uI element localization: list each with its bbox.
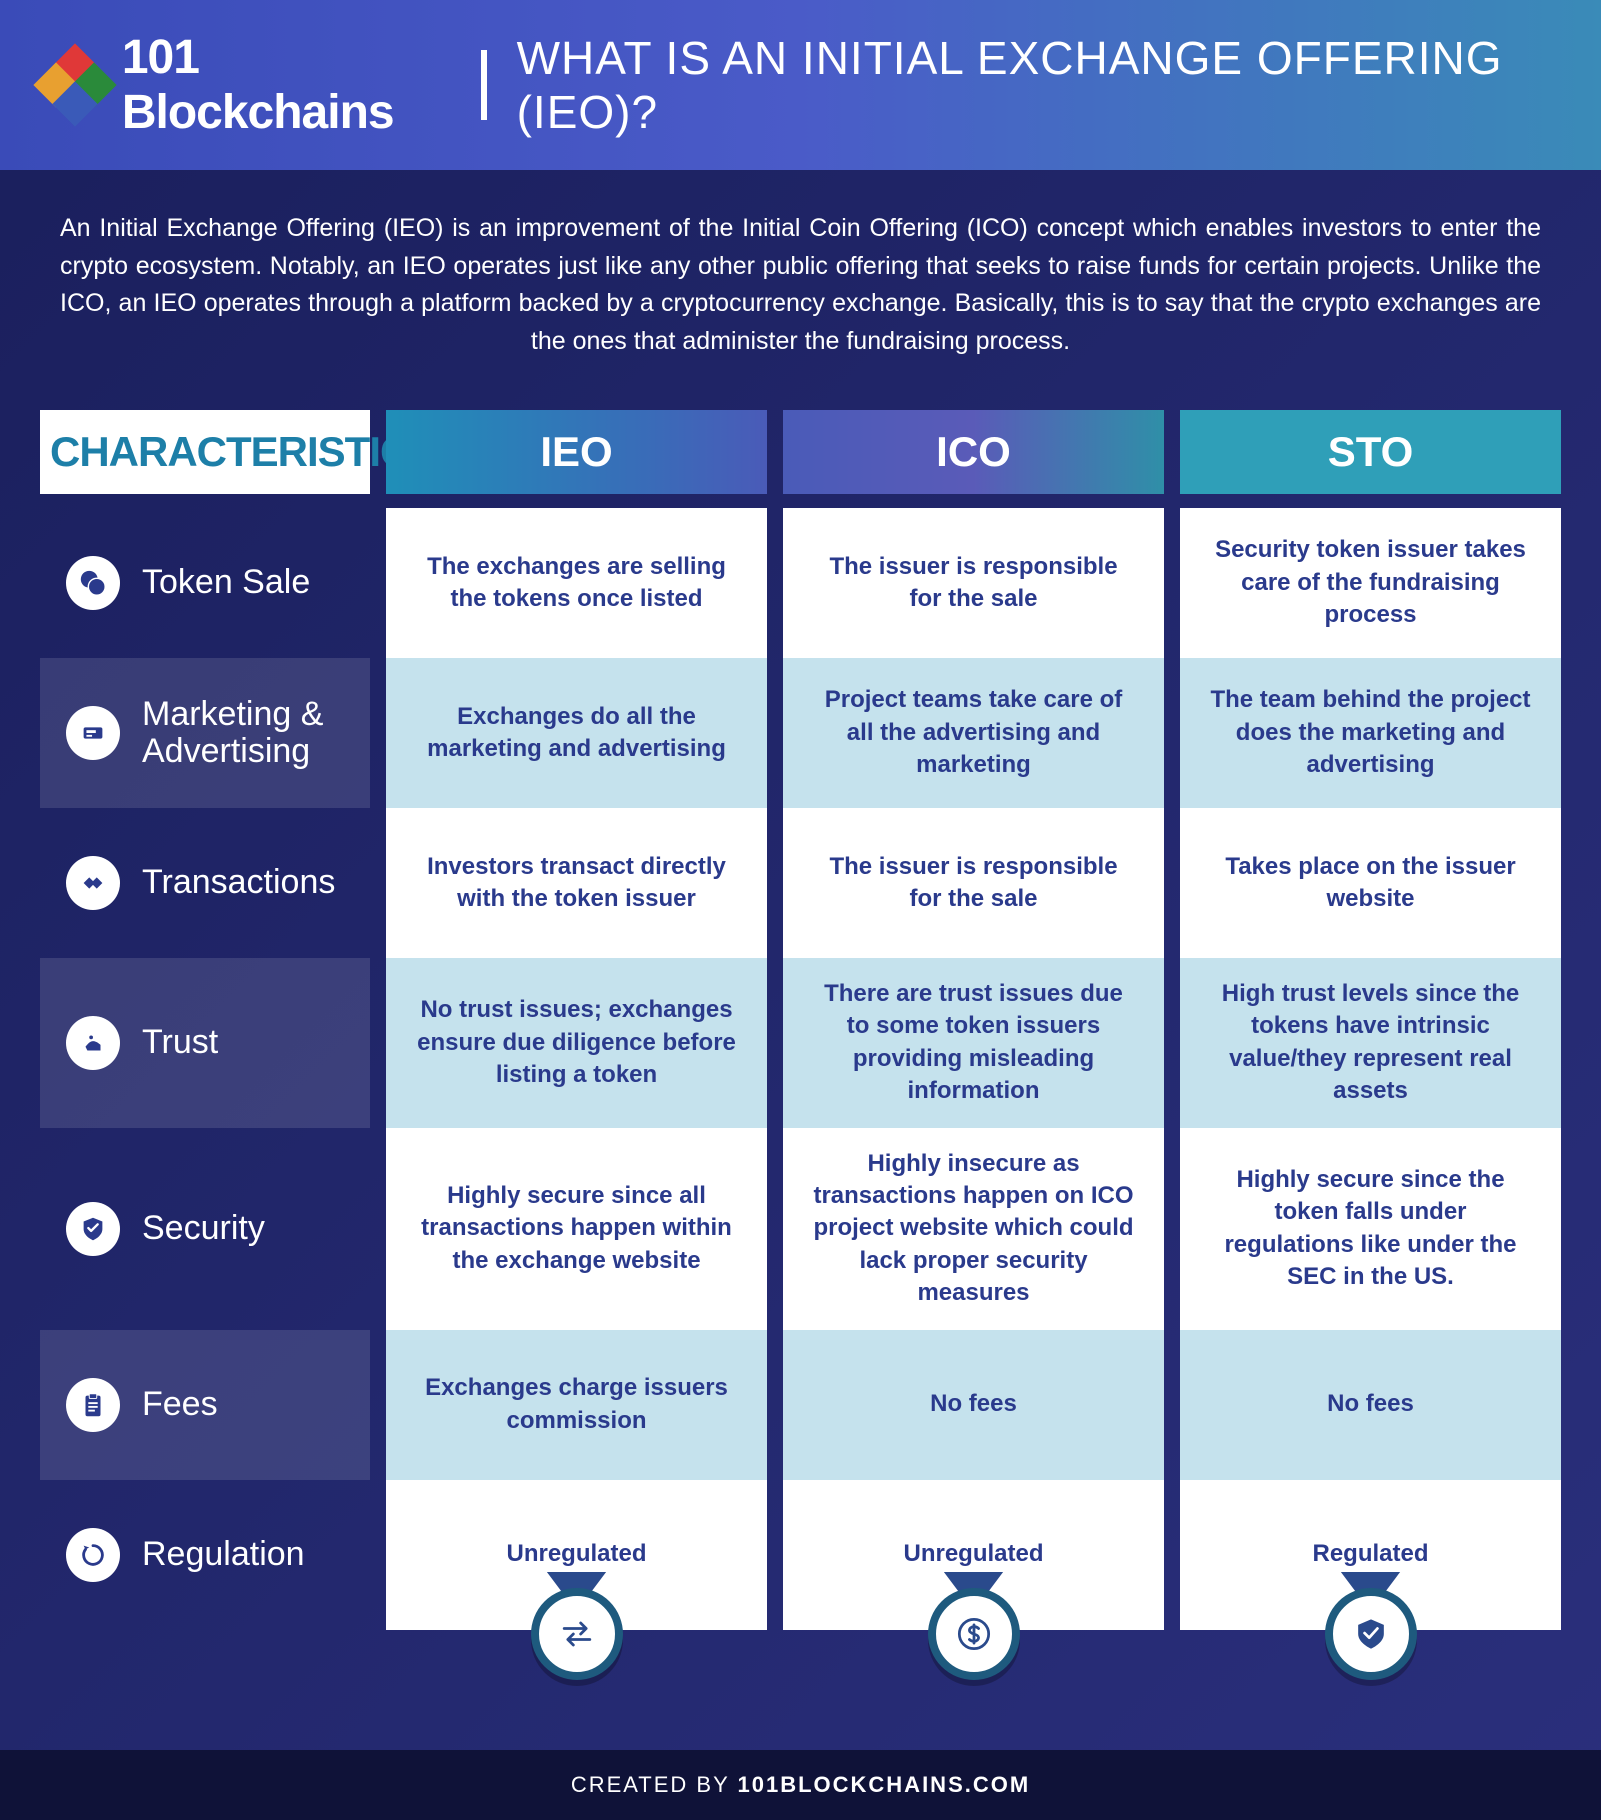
table-row: Marketing & Advertising Exchanges do all … — [40, 658, 1561, 808]
megaphone-icon — [66, 706, 120, 760]
hand-icon — [66, 1016, 120, 1070]
table-row: Trust No trust issues; exchanges ensure d… — [40, 958, 1561, 1128]
characteristic-cell: Transactions — [40, 808, 370, 958]
comparison-table: CHARACTERISTIC IEO ICO STO Token Sale The… — [0, 410, 1601, 1750]
sto-cell: Highly secure since the token falls unde… — [1180, 1128, 1561, 1330]
characteristic-label: Transactions — [142, 864, 335, 901]
th-ieo: IEO — [386, 410, 767, 494]
shield-icon — [66, 1202, 120, 1256]
header: 101 Blockchains WHAT IS AN INITIAL EXCHA… — [0, 0, 1601, 170]
sto-cell: High trust levels since the tokens have … — [1180, 958, 1561, 1128]
characteristic-label: Security — [142, 1210, 265, 1247]
coins-icon — [66, 556, 120, 610]
ieo-cell: No trust issues; exchanges ensure due di… — [386, 958, 767, 1128]
table-body: Token Sale The exchanges are selling the … — [40, 508, 1561, 1630]
logo-icon — [40, 50, 104, 120]
ico-cell: There are trust issues due to some token… — [783, 958, 1164, 1128]
characteristic-cell: Token Sale — [40, 508, 370, 658]
ico-cell: The issuer is responsible for the sale — [783, 808, 1164, 958]
logo: 101 Blockchains — [40, 30, 451, 140]
ico-cell: The issuer is responsible for the sale — [783, 508, 1164, 658]
ieo-cell: The exchanges are selling the tokens onc… — [386, 508, 767, 658]
characteristic-cell: Fees — [40, 1330, 370, 1480]
table-header-row: CHARACTERISTIC IEO ICO STO — [40, 410, 1561, 494]
ieo-cell: Exchanges charge issuers commission — [386, 1330, 767, 1480]
characteristic-cell: Marketing & Advertising — [40, 658, 370, 808]
sto-cell: Security token issuer takes care of the … — [1180, 508, 1561, 658]
exchange-icon — [531, 1588, 623, 1680]
characteristic-cell: Trust — [40, 958, 370, 1128]
footer-bar: CREATED BY 101BLOCKCHAINS.COM — [0, 1750, 1601, 1820]
ieo-cell: Highly secure since all transactions hap… — [386, 1128, 767, 1330]
page-title: WHAT IS AN INITIAL EXCHANGE OFFERING (IE… — [517, 31, 1561, 139]
ieo-cell: Investors transact directly with the tok… — [386, 808, 767, 958]
ico-cell: No fees — [783, 1330, 1164, 1480]
sto-cell: The team behind the project does the mar… — [1180, 658, 1561, 808]
footer-icon-ieo — [386, 1600, 767, 1680]
handshake-icon — [66, 856, 120, 910]
footer-icon-sto — [1180, 1600, 1561, 1680]
intro-text: An Initial Exchange Offering (IEO) is an… — [0, 170, 1601, 410]
sto-cell: Takes place on the issuer website — [1180, 808, 1561, 958]
shield-check-icon — [1325, 1588, 1417, 1680]
table-row: Security Highly secure since all transact… — [40, 1128, 1561, 1330]
characteristic-label: Trust — [142, 1024, 218, 1061]
brand-name: 101 Blockchains — [122, 30, 451, 140]
dollar-icon — [928, 1588, 1020, 1680]
th-ico: ICO — [783, 410, 1164, 494]
table-row: Token Sale The exchanges are selling the … — [40, 508, 1561, 658]
footer-icon-ico — [783, 1600, 1164, 1680]
ieo-cell: Exchanges do all the marketing and adver… — [386, 658, 767, 808]
sto-cell: No fees — [1180, 1330, 1561, 1480]
header-divider — [481, 50, 486, 120]
clipboard-icon — [66, 1378, 120, 1432]
footer-icons-row — [40, 1600, 1561, 1680]
ico-cell: Project teams take care of all the adver… — [783, 658, 1164, 808]
table-row: Transactions Investors transact directly … — [40, 808, 1561, 958]
th-characteristic: CHARACTERISTIC — [40, 410, 370, 494]
th-sto: STO — [1180, 410, 1561, 494]
ico-cell: Highly insecure as transactions happen o… — [783, 1128, 1164, 1330]
characteristic-cell: Security — [40, 1128, 370, 1330]
footer-link: 101BLOCKCHAINS.COM — [737, 1772, 1030, 1797]
infographic-root: 101 Blockchains WHAT IS AN INITIAL EXCHA… — [0, 0, 1601, 1820]
characteristic-label: Regulation — [142, 1536, 305, 1573]
characteristic-label: Fees — [142, 1386, 218, 1423]
characteristic-label: Marketing & Advertising — [142, 696, 352, 771]
table-row: FeesExchanges charge issuers commissionN… — [40, 1330, 1561, 1480]
characteristic-label: Token Sale — [142, 564, 310, 601]
footer-prefix: CREATED BY — [571, 1772, 738, 1797]
refresh-icon — [66, 1528, 120, 1582]
